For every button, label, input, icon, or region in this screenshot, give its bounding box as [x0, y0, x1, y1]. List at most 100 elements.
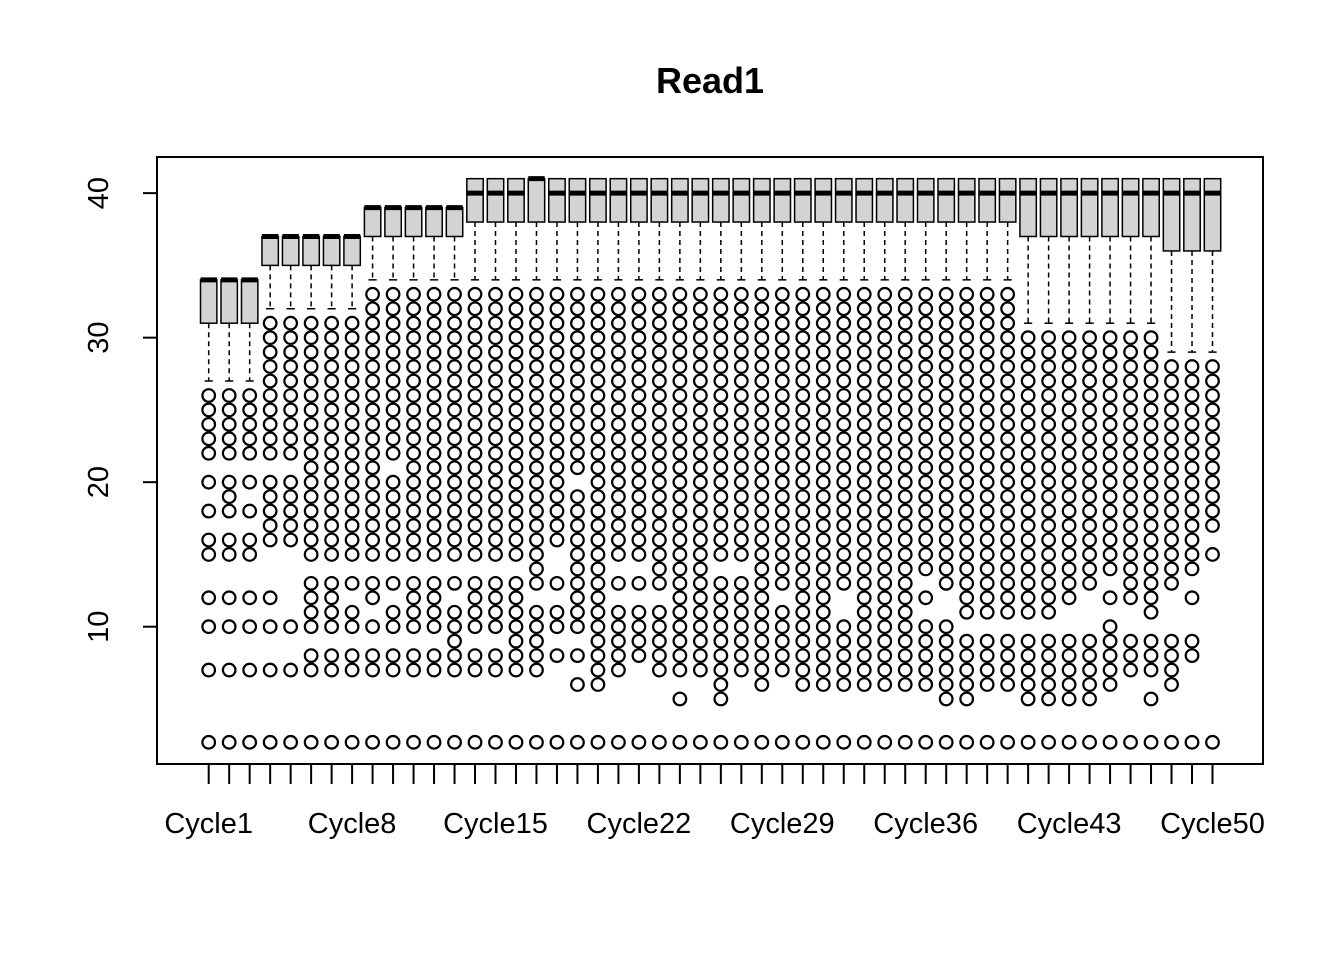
- outlier-point: [815, 561, 831, 577]
- outlier-point: [447, 416, 462, 432]
- box-iqr: [199, 279, 218, 324]
- outlier-point: [733, 474, 749, 490]
- box-Cycle27: [732, 177, 751, 281]
- outlier-point: [406, 532, 421, 548]
- outlier-point: [1000, 373, 1016, 389]
- box-iqr: [588, 177, 607, 223]
- outlier-point: [344, 460, 360, 476]
- outlier-point: [815, 301, 831, 317]
- outlier-point: [1020, 691, 1036, 707]
- box-Cycle48: [1162, 177, 1181, 353]
- outlier-point: [324, 648, 340, 664]
- outlier-point: [877, 503, 893, 519]
- box-iqr: [855, 177, 874, 223]
- outlier-point: [733, 301, 749, 317]
- outlier-point: [713, 431, 729, 447]
- outlier-point: [774, 373, 790, 389]
- outlier-point: [1061, 344, 1077, 360]
- outlier-point: [426, 619, 442, 635]
- outlier-point: [262, 590, 278, 606]
- outlier-point: [1123, 402, 1138, 418]
- outlier-point: [1143, 373, 1159, 389]
- outlier-point: [1184, 734, 1200, 750]
- outlier-point: [488, 547, 503, 562]
- outlier-point: [1102, 532, 1118, 548]
- outlier-point: [918, 619, 934, 635]
- box-iqr: [834, 177, 853, 223]
- outlier-point: [651, 489, 667, 505]
- outlier-point: [877, 330, 893, 346]
- outlier-point: [836, 532, 852, 548]
- outlier-point: [1164, 359, 1179, 374]
- outlier-point: [1000, 547, 1016, 562]
- outlier-point: [979, 575, 995, 591]
- outlier-point: [242, 388, 258, 403]
- outlier-point: [713, 402, 729, 418]
- outlier-point: [1102, 561, 1118, 577]
- outlier-point: [713, 532, 729, 548]
- box-iqr: [1121, 177, 1140, 238]
- outlier-point: [467, 734, 483, 750]
- outlier-point: [651, 575, 667, 591]
- box-iqr: [343, 235, 362, 267]
- outlier-point: [918, 503, 934, 519]
- outlier-point: [508, 359, 524, 374]
- outlier-point: [918, 344, 934, 360]
- outlier-point: [1102, 590, 1118, 606]
- outlier-point: [590, 503, 606, 519]
- outlier-point: [1000, 648, 1016, 664]
- outlier-point: [1020, 373, 1036, 389]
- outlier-point: [611, 734, 626, 750]
- outlier-point: [1061, 590, 1077, 606]
- outlier-point: [590, 604, 606, 620]
- box-Cycle5: [281, 233, 300, 310]
- x-tick-label: Cycle8: [308, 808, 397, 840]
- outlier-point: [1164, 662, 1179, 678]
- box-Cycle44: [1080, 177, 1099, 324]
- outlier-point: [959, 474, 975, 490]
- outlier-point: [672, 373, 688, 389]
- outlier-point: [549, 359, 565, 374]
- outlier-point: [488, 518, 503, 533]
- outlier-point: [754, 373, 770, 389]
- outlier-point: [590, 445, 606, 461]
- outlier-point: [365, 575, 380, 591]
- outlier-point: [406, 604, 421, 620]
- outlier-point: [406, 648, 421, 664]
- outlier-point: [672, 474, 688, 490]
- outlier-point: [815, 648, 831, 664]
- outlier-point: [447, 532, 462, 548]
- outlier-point: [1143, 518, 1159, 533]
- outlier-point: [467, 619, 483, 635]
- outlier-point: [938, 474, 954, 490]
- outlier-point: [344, 344, 360, 360]
- outlier-point: [672, 619, 688, 635]
- box-iqr: [466, 177, 484, 223]
- outlier-point: [979, 460, 995, 476]
- outlier-point: [815, 373, 831, 389]
- outlier-point: [795, 662, 811, 678]
- outlier-point: [365, 460, 380, 476]
- outlier-point: [344, 734, 360, 750]
- box-Cycle46: [1121, 177, 1140, 324]
- outlier-point: [406, 445, 421, 461]
- outlier-point: [467, 604, 483, 620]
- box-iqr: [548, 177, 566, 223]
- outlier-point: [815, 575, 831, 591]
- outlier-point: [1184, 561, 1200, 577]
- outlier-point: [549, 344, 565, 360]
- outlier-point: [733, 330, 749, 346]
- outlier-point: [426, 388, 442, 403]
- outlier-point: [713, 590, 729, 606]
- box-iqr: [568, 177, 587, 223]
- box-Cycle50: [1203, 177, 1222, 353]
- outlier-point: [918, 330, 934, 346]
- outlier-point: [774, 402, 790, 418]
- outlier-point: [570, 301, 585, 317]
- outlier-point: [1102, 402, 1118, 418]
- outlier-point: [385, 474, 401, 490]
- outlier-point: [897, 373, 913, 389]
- outlier-point: [385, 619, 401, 635]
- outlier-point: [611, 416, 626, 432]
- outlier-point: [529, 518, 544, 533]
